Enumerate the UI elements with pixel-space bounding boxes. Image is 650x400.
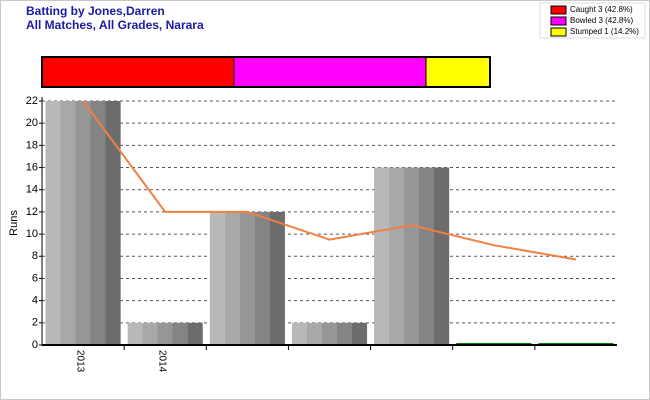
y-tick-label: 20 [26,117,38,129]
y-tick-label: 14 [26,184,38,196]
y-axis-label: Runs [8,210,20,236]
y-tick-label: 10 [26,228,38,240]
bar [127,322,203,345]
legend-label: Stumped 1 (14.2%) [570,27,639,36]
bar [291,322,368,345]
stacked-segment [233,56,427,88]
line [82,100,577,261]
y-tick-label: 18 [26,139,38,151]
y-tick-label: 8 [32,250,38,262]
chart-title: Batting by Jones,Darren [26,4,165,18]
bar [45,101,121,345]
y-tick-label: 4 [32,295,38,307]
legend-swatch [550,27,567,37]
y-tick-label: 16 [26,161,38,173]
legend-label: Bowled 3 (42.8%) [570,16,633,25]
y-tick-label: 6 [32,272,38,284]
y-tick-label: 2 [32,317,38,329]
y-tick-label: 0 [32,339,38,351]
y-tick-label: 22 [26,95,38,107]
x-tick-label: 2013 [74,350,85,373]
chart-subtitle: All Matches, All Grades, Narara [26,18,204,32]
bar [374,167,450,345]
x-tick-label: 2014 [157,350,168,373]
legend-swatch [550,5,567,15]
stacked-segment [425,56,491,88]
legend-label: Caught 3 (42.8%) [570,5,633,14]
legend-swatch [550,16,567,26]
y-tick-label: 12 [26,206,38,218]
bar [209,211,285,345]
stacked-segment [41,56,235,88]
stacked-outline [41,56,491,88]
